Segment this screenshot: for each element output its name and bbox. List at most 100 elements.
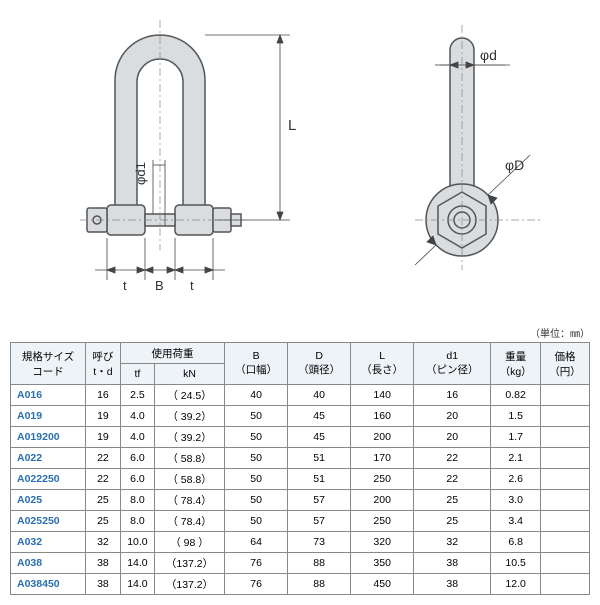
shackle-front-view: L φd1 t B t xyxy=(45,10,305,310)
data-cell xyxy=(541,469,590,490)
data-cell: 50 xyxy=(225,511,288,532)
data-cell: 12.0 xyxy=(491,574,541,595)
data-cell: （137.2） xyxy=(154,553,224,574)
data-cell: 19 xyxy=(86,427,121,448)
data-cell: 20 xyxy=(414,406,491,427)
col-header: 呼び t・d xyxy=(86,343,121,385)
data-cell: 6.0 xyxy=(120,469,154,490)
data-cell: 22 xyxy=(86,469,121,490)
col-header: L （長さ） xyxy=(351,343,414,385)
col-header: 価格 （円） xyxy=(541,343,590,385)
data-cell: 8.0 xyxy=(120,511,154,532)
data-cell xyxy=(541,574,590,595)
data-cell: 8.0 xyxy=(120,490,154,511)
data-cell: 40 xyxy=(288,385,351,406)
data-cell: 16 xyxy=(414,385,491,406)
col-header: d1 （ピン径） xyxy=(414,343,491,385)
data-cell: 350 xyxy=(351,553,414,574)
data-cell: 50 xyxy=(225,406,288,427)
data-cell: 2.1 xyxy=(491,448,541,469)
data-cell: 25 xyxy=(414,490,491,511)
data-cell: （137.2） xyxy=(154,574,224,595)
data-cell: 200 xyxy=(351,490,414,511)
data-cell: 51 xyxy=(288,469,351,490)
data-cell: 88 xyxy=(288,553,351,574)
data-cell: （ 24.5） xyxy=(154,385,224,406)
data-cell: 22 xyxy=(86,448,121,469)
col-subheader: tf xyxy=(120,364,154,385)
table-row: A022226.0（ 58.8）5051170222.1 xyxy=(11,448,590,469)
data-cell: 1.7 xyxy=(491,427,541,448)
data-cell: 64 xyxy=(225,532,288,553)
table-row: A0384503814.0（137.2）76884503812.0 xyxy=(11,574,590,595)
data-cell: 32 xyxy=(86,532,121,553)
data-cell xyxy=(541,406,590,427)
data-cell: （ 58.8） xyxy=(154,469,224,490)
data-cell: 76 xyxy=(225,574,288,595)
data-cell: 50 xyxy=(225,448,288,469)
data-cell: 160 xyxy=(351,406,414,427)
data-cell xyxy=(541,511,590,532)
data-cell xyxy=(541,448,590,469)
table-row: A019194.0（ 39.2）5045160201.5 xyxy=(11,406,590,427)
table-row: A016162.5（ 24.5）4040140160.82 xyxy=(11,385,590,406)
table-row: A019200194.0（ 39.2）5045200201.7 xyxy=(11,427,590,448)
data-cell: 140 xyxy=(351,385,414,406)
data-cell: （ 98 ） xyxy=(154,532,224,553)
data-cell xyxy=(541,553,590,574)
data-cell xyxy=(541,490,590,511)
table-row: A0323210.0（ 98 ）6473320326.8 xyxy=(11,532,590,553)
dim-t1: t xyxy=(123,278,127,293)
code-cell: A019200 xyxy=(11,427,86,448)
data-cell: 45 xyxy=(288,427,351,448)
data-cell xyxy=(541,532,590,553)
col-header: B （口幅） xyxy=(225,343,288,385)
code-cell: A038450 xyxy=(11,574,86,595)
table-row: A025250258.0（ 78.4）5057250253.4 xyxy=(11,511,590,532)
data-cell: 2.6 xyxy=(491,469,541,490)
data-cell: 1.5 xyxy=(491,406,541,427)
data-cell: 22 xyxy=(414,469,491,490)
data-cell: 73 xyxy=(288,532,351,553)
data-cell: 51 xyxy=(288,448,351,469)
dim-phi-D: φD xyxy=(505,157,524,173)
diagram-area: L φd1 t B t xyxy=(10,10,590,320)
data-cell: 4.0 xyxy=(120,427,154,448)
dim-phi-d: φd xyxy=(480,47,497,63)
data-cell: 38 xyxy=(86,574,121,595)
code-cell: A025 xyxy=(11,490,86,511)
data-cell: 6.0 xyxy=(120,448,154,469)
data-cell: 50 xyxy=(225,427,288,448)
data-cell: 6.8 xyxy=(491,532,541,553)
table-row: A0383814.0（137.2）76883503810.5 xyxy=(11,553,590,574)
data-cell: 14.0 xyxy=(120,553,154,574)
table-row: A022250226.0（ 58.8）5051250222.6 xyxy=(11,469,590,490)
data-cell: 10.0 xyxy=(120,532,154,553)
data-cell: 40 xyxy=(225,385,288,406)
data-cell: 25 xyxy=(86,490,121,511)
data-cell: 57 xyxy=(288,511,351,532)
data-cell: 20 xyxy=(414,427,491,448)
data-cell: （ 39.2） xyxy=(154,406,224,427)
data-cell: 2.5 xyxy=(120,385,154,406)
data-cell: 25 xyxy=(86,511,121,532)
data-cell: 38 xyxy=(86,553,121,574)
data-cell: 3.0 xyxy=(491,490,541,511)
dim-L: L xyxy=(288,117,296,134)
col-subheader: kN xyxy=(154,364,224,385)
data-cell: 170 xyxy=(351,448,414,469)
data-cell: 38 xyxy=(414,553,491,574)
code-cell: A019 xyxy=(11,406,86,427)
data-cell: 320 xyxy=(351,532,414,553)
data-cell: （ 78.4） xyxy=(154,490,224,511)
data-cell: 76 xyxy=(225,553,288,574)
dim-phi-d1: φd1 xyxy=(133,162,148,185)
col-header: 重量 （kg） xyxy=(491,343,541,385)
data-cell: 38 xyxy=(414,574,491,595)
data-cell: 32 xyxy=(414,532,491,553)
data-cell: 10.5 xyxy=(491,553,541,574)
code-cell: A016 xyxy=(11,385,86,406)
data-cell: （ 58.8） xyxy=(154,448,224,469)
table-row: A025258.0（ 78.4）5057200253.0 xyxy=(11,490,590,511)
data-cell: 450 xyxy=(351,574,414,595)
